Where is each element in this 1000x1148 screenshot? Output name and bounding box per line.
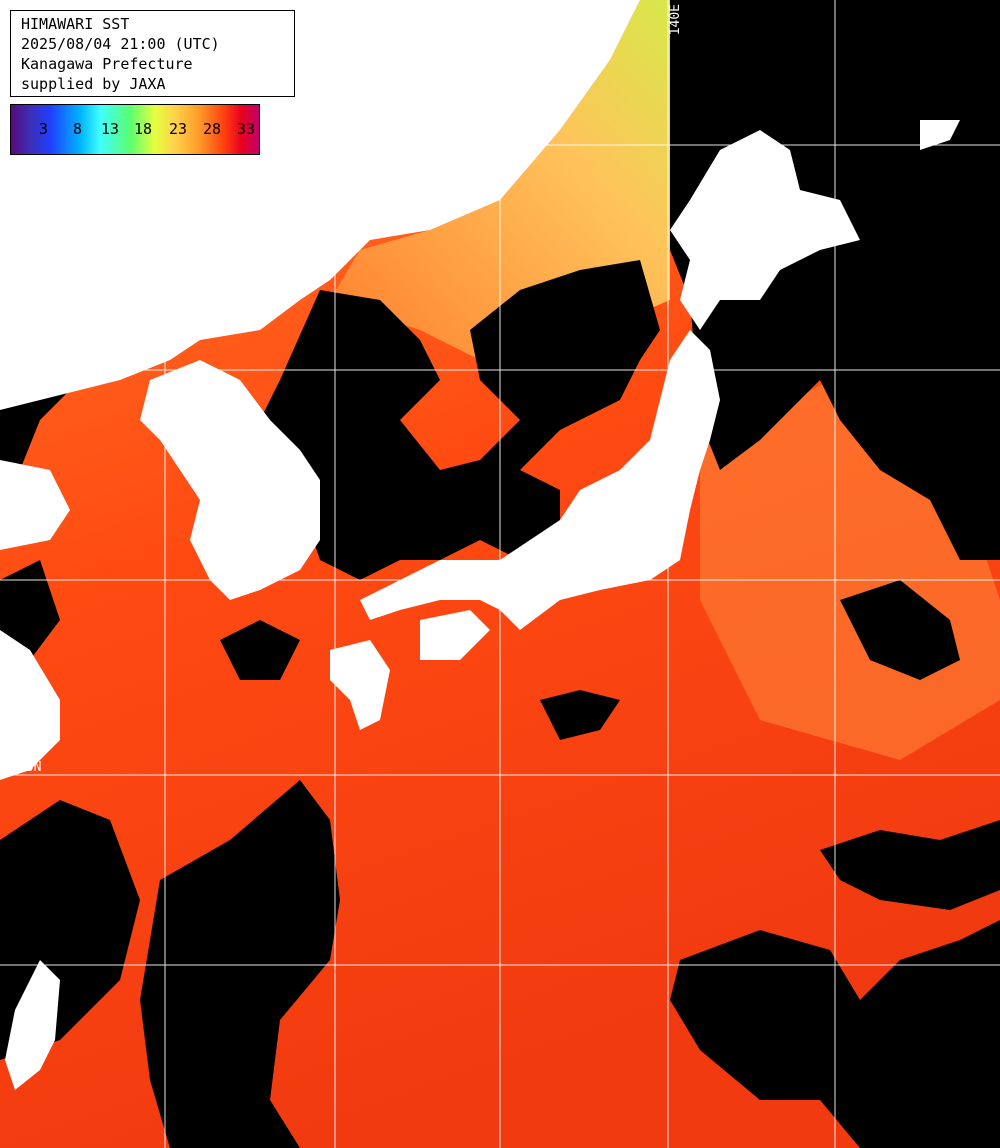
land-china-coast <box>0 630 60 780</box>
lat-label-35n: 35N <box>18 760 42 775</box>
land-taiwan <box>5 960 60 1090</box>
land-korea <box>140 360 320 600</box>
info-box: HIMAWARI SST 2025/08/04 21:00 (UTC) Kana… <box>10 10 295 97</box>
legend-tick: 28 <box>203 120 222 138</box>
legend-tick: 33 <box>237 120 256 138</box>
legend-tick: 3 <box>39 120 49 138</box>
land-cape-east <box>920 120 960 150</box>
legend-tick: 13 <box>101 120 120 138</box>
data-source: supplied by JAXA <box>21 75 166 93</box>
lat-label-40n: 40N <box>14 353 38 368</box>
land-shandong <box>0 460 70 550</box>
product-title: HIMAWARI SST <box>21 15 130 33</box>
land-shikoku <box>420 610 490 660</box>
land-honshu <box>360 330 720 630</box>
land <box>0 0 960 1090</box>
organization: Kanagawa Prefecture <box>21 55 193 73</box>
legend-tick: 23 <box>169 120 188 138</box>
timestamp: 2025/08/04 21:00 (UTC) <box>21 35 220 53</box>
land-asia-mainland <box>0 0 640 410</box>
legend-tick: 8 <box>73 120 83 138</box>
land-sakhalin-hokkaido <box>670 130 860 330</box>
lon-label-140e: 140E <box>668 4 683 36</box>
color-scale-legend: 3 8 13 18 23 28 33 <box>10 104 260 155</box>
legend-tick: 18 <box>134 120 153 138</box>
land-kyushu <box>330 640 390 730</box>
